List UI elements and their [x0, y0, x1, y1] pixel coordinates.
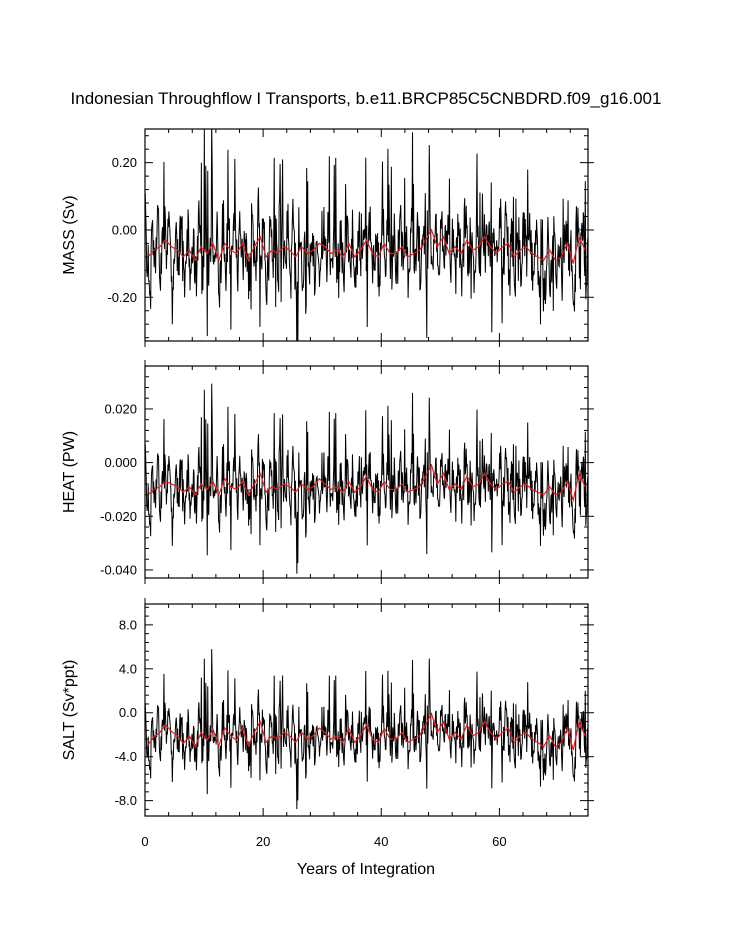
x-tick-label: 0	[141, 834, 148, 849]
heat-y-tick-label: -0.020	[100, 509, 137, 524]
mass-plot-frame	[144, 128, 589, 342]
salt-y-axis-label: SALT (Sv*ppt)	[61, 660, 78, 761]
mass-y-tick-label: 0.20	[112, 155, 137, 170]
mass-y-tick-label: 0.00	[112, 222, 137, 237]
salt-plot-frame	[144, 603, 589, 817]
salt-y-tick-label: -4.0	[115, 749, 137, 764]
panel-heat: -0.040 -0.020 0.000 0.020 HEAT (PW)	[61, 360, 594, 584]
heat-annual-mean-line	[147, 463, 586, 503]
salt-y-tick-label: 8.0	[119, 617, 137, 632]
x-tick-label: 40	[374, 834, 388, 849]
heat-y-tick-label: 0.020	[104, 401, 137, 416]
mass-y-axis-label: MASS (Sv)	[61, 195, 78, 274]
heat-y-tick-label: 0.000	[104, 455, 137, 470]
panel-salt: -8.0 -4.0 0.0 4.0 8.0 SALT (Sv*ppt) 0 20 40 60	[61, 598, 594, 849]
x-tick-label: 60	[492, 834, 506, 849]
mass-monthly-line	[145, 129, 588, 341]
x-axis-label: Years of Integration	[297, 861, 435, 878]
heat-y-tick-label: -0.040	[100, 562, 137, 577]
heat-plot-frame	[144, 365, 589, 579]
salt-y-tick-label: 4.0	[119, 661, 137, 676]
salt-y-tick-label: -8.0	[115, 793, 137, 808]
salt-y-tick-label: 0.0	[119, 705, 137, 720]
panel-mass: -0.20 0.00 0.20 MASS (Sv)	[61, 128, 594, 347]
salt-annual-mean-line	[147, 712, 586, 751]
chart-title: Indonesian Throughflow I Transports, b.e…	[71, 89, 662, 108]
mass-y-tick-label: -0.20	[107, 290, 137, 305]
heat-y-axis-label: HEAT (PW)	[61, 431, 78, 513]
x-tick-label: 20	[256, 834, 270, 849]
heat-monthly-line	[145, 383, 588, 574]
mass-annual-mean-line	[147, 228, 586, 264]
salt-monthly-line	[145, 649, 588, 810]
